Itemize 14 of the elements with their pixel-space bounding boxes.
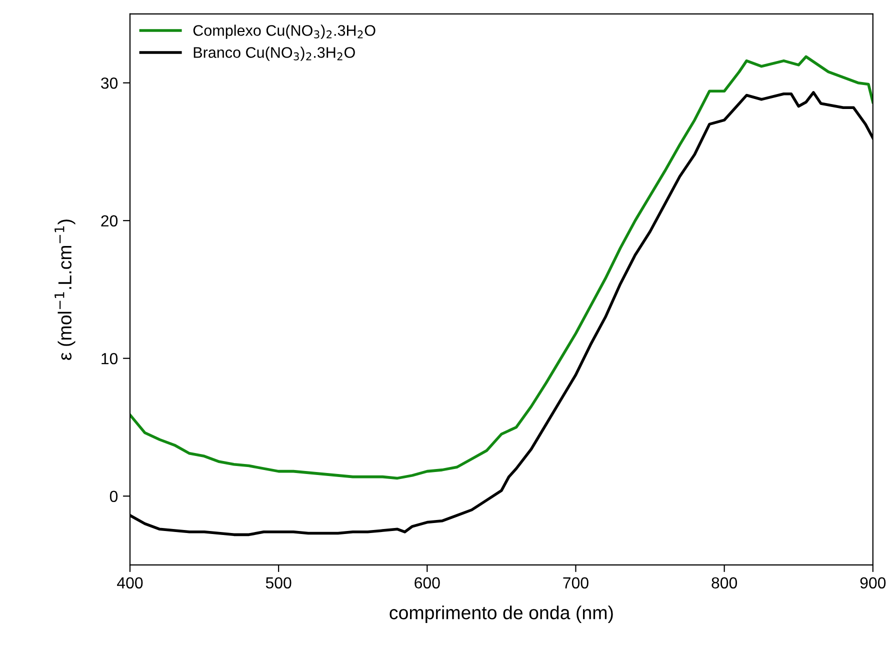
x-tick-label: 400	[117, 577, 143, 589]
x-tick-label: 800	[712, 577, 738, 589]
y-tick-label: 20	[101, 215, 118, 227]
x-axis-title: comprimento de onda (nm)	[390, 606, 613, 624]
y-axis-title: ε (mol$^{−1}$.L.cm$^{−1}$)	[54, 220, 76, 360]
y-tick-label: 10	[102, 352, 118, 364]
legend-label: Complexo Cu(NO$_{3}$)$_{2}$.3H$_{2}$O	[193, 24, 376, 39]
y-tick-label: 30	[101, 77, 118, 89]
legend-label: Branco Cu(NO$_{3}$)$_{2}$.3H$_{2}$O	[194, 46, 355, 61]
x-tick-label: 600	[414, 577, 440, 589]
x-tick-label: 900	[860, 577, 886, 589]
x-tick-label: 700	[563, 577, 588, 589]
y-tick-label: 0	[110, 490, 118, 502]
x-tick-label: 500	[266, 577, 292, 589]
